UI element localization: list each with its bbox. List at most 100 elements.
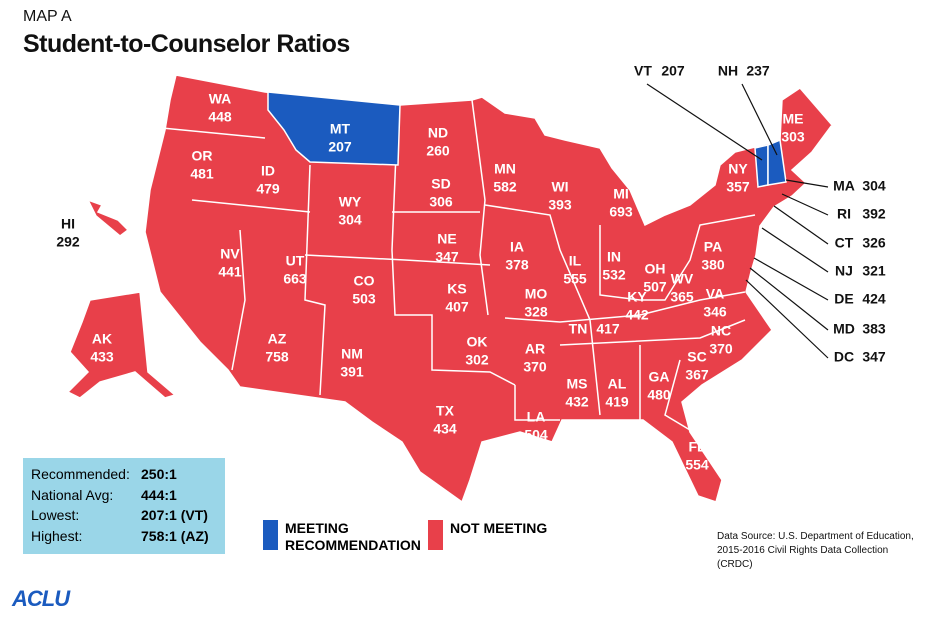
state-value: 417 xyxy=(596,321,620,337)
border xyxy=(484,204,601,416)
state-abbr: SD xyxy=(431,176,450,192)
state-value: 392 xyxy=(862,206,886,222)
state-value: 503 xyxy=(352,291,376,307)
state-abbr: NH xyxy=(718,63,738,79)
leader-line xyxy=(749,267,829,331)
summary-value: 207:1 (VT) xyxy=(141,507,208,523)
state-abbr: SC xyxy=(687,349,706,365)
state-value: 407 xyxy=(445,299,469,315)
state-value: 304 xyxy=(338,212,362,228)
state-abbr: NJ xyxy=(835,263,853,279)
state-abbr: NV xyxy=(220,246,240,262)
border xyxy=(391,104,516,386)
state-value: 441 xyxy=(218,264,242,280)
state-value: 357 xyxy=(726,179,750,195)
state-abbr: AK xyxy=(92,331,112,347)
state-borders xyxy=(161,99,756,431)
border xyxy=(599,214,756,301)
summary-label: National Avg: xyxy=(31,486,114,503)
alaska xyxy=(66,291,177,399)
state-abbr: VA xyxy=(706,286,724,302)
leader-line xyxy=(745,279,829,359)
state-abbr: MS xyxy=(567,376,588,392)
summary-value: 444:1 xyxy=(141,486,177,503)
state-abbr: OH xyxy=(645,261,666,277)
legend-label: NOT MEETING xyxy=(450,520,548,536)
state-abbr: WV xyxy=(671,271,694,287)
state-abbr: TN xyxy=(569,321,588,337)
state-abbr: MA xyxy=(833,178,855,194)
state-abbr: IL xyxy=(569,253,582,269)
state-abbr: ND xyxy=(428,125,448,141)
legend-label: MEETING RECOMMENDATION xyxy=(285,520,421,553)
summary-label: Highest: xyxy=(31,527,83,544)
state-value: 365 xyxy=(670,289,694,305)
state-value: 391 xyxy=(340,364,364,380)
state-abbr: NY xyxy=(728,161,748,177)
state-abbr: OR xyxy=(192,148,213,164)
border xyxy=(304,254,491,266)
summary-row: Highest: 758:1 (AZ) xyxy=(31,526,217,547)
leader-line xyxy=(646,83,763,161)
state-value: 393 xyxy=(548,197,572,213)
state-abbr: CT xyxy=(835,235,854,251)
state-value: 304 xyxy=(862,178,886,194)
state-value: 693 xyxy=(609,204,633,220)
state-abbr: GA xyxy=(649,369,670,385)
state-abbr: PA xyxy=(704,239,722,255)
state-value: 207 xyxy=(328,139,352,155)
state-abbr: MT xyxy=(330,121,351,137)
contiguous-us xyxy=(144,74,833,504)
state-abbr: ID xyxy=(261,163,275,179)
state-value: 347 xyxy=(435,249,459,265)
summary-row: National Avg: 444:1 xyxy=(31,485,217,506)
state-value: 555 xyxy=(563,271,587,287)
border xyxy=(231,229,246,371)
state-abbr: DE xyxy=(834,291,853,307)
state-abbr: AZ xyxy=(268,331,287,347)
hawaii xyxy=(86,198,130,237)
state-abbr: KS xyxy=(447,281,466,297)
highlight-states xyxy=(267,91,787,188)
state-abbr: WA xyxy=(209,91,232,107)
state-value: 432 xyxy=(565,394,589,410)
state-value: 321 xyxy=(862,263,886,279)
legend-swatch xyxy=(263,520,278,550)
state-value: 370 xyxy=(709,341,733,357)
state-value: 380 xyxy=(701,257,725,273)
state-abbr: ME xyxy=(783,111,804,127)
border xyxy=(191,199,311,213)
state-abbr: TX xyxy=(436,403,455,419)
map-base xyxy=(66,74,833,504)
logo: ACLU xyxy=(12,586,70,611)
state-value: 507 xyxy=(643,279,667,295)
legend-item: MEETING RECOMMENDATION xyxy=(263,520,421,554)
state-abbr: KY xyxy=(627,289,647,305)
legend-item: NOT MEETING xyxy=(428,520,570,550)
state-abbr: RI xyxy=(837,206,851,222)
state-abbr: MI xyxy=(613,186,629,202)
state-value: 663 xyxy=(283,271,307,287)
border xyxy=(471,99,489,316)
state-labels: WA 448 OR 481 ID 479 MT 207 ND 260 SD 306 WY 304 NE 347… xyxy=(56,63,886,473)
state-value: 433 xyxy=(90,349,114,365)
state-value: 347 xyxy=(862,349,886,365)
state-value: 479 xyxy=(256,181,280,197)
border xyxy=(161,127,266,139)
state-value: 378 xyxy=(505,257,529,273)
leader-line xyxy=(761,227,829,273)
border xyxy=(504,291,746,323)
summary-label: Lowest: xyxy=(31,507,80,523)
state-abbr: HI xyxy=(61,216,75,232)
state-value: 481 xyxy=(190,166,214,182)
leader-line xyxy=(741,83,778,156)
state-abbr: WI xyxy=(551,179,568,195)
state-abbr: MN xyxy=(494,161,516,177)
state-abbr: IN xyxy=(607,249,621,265)
leader-line xyxy=(773,205,829,245)
state-value: 328 xyxy=(524,304,548,320)
state-value: 480 xyxy=(647,387,671,403)
leader-line xyxy=(785,179,829,188)
state-value: 554 xyxy=(685,457,709,473)
